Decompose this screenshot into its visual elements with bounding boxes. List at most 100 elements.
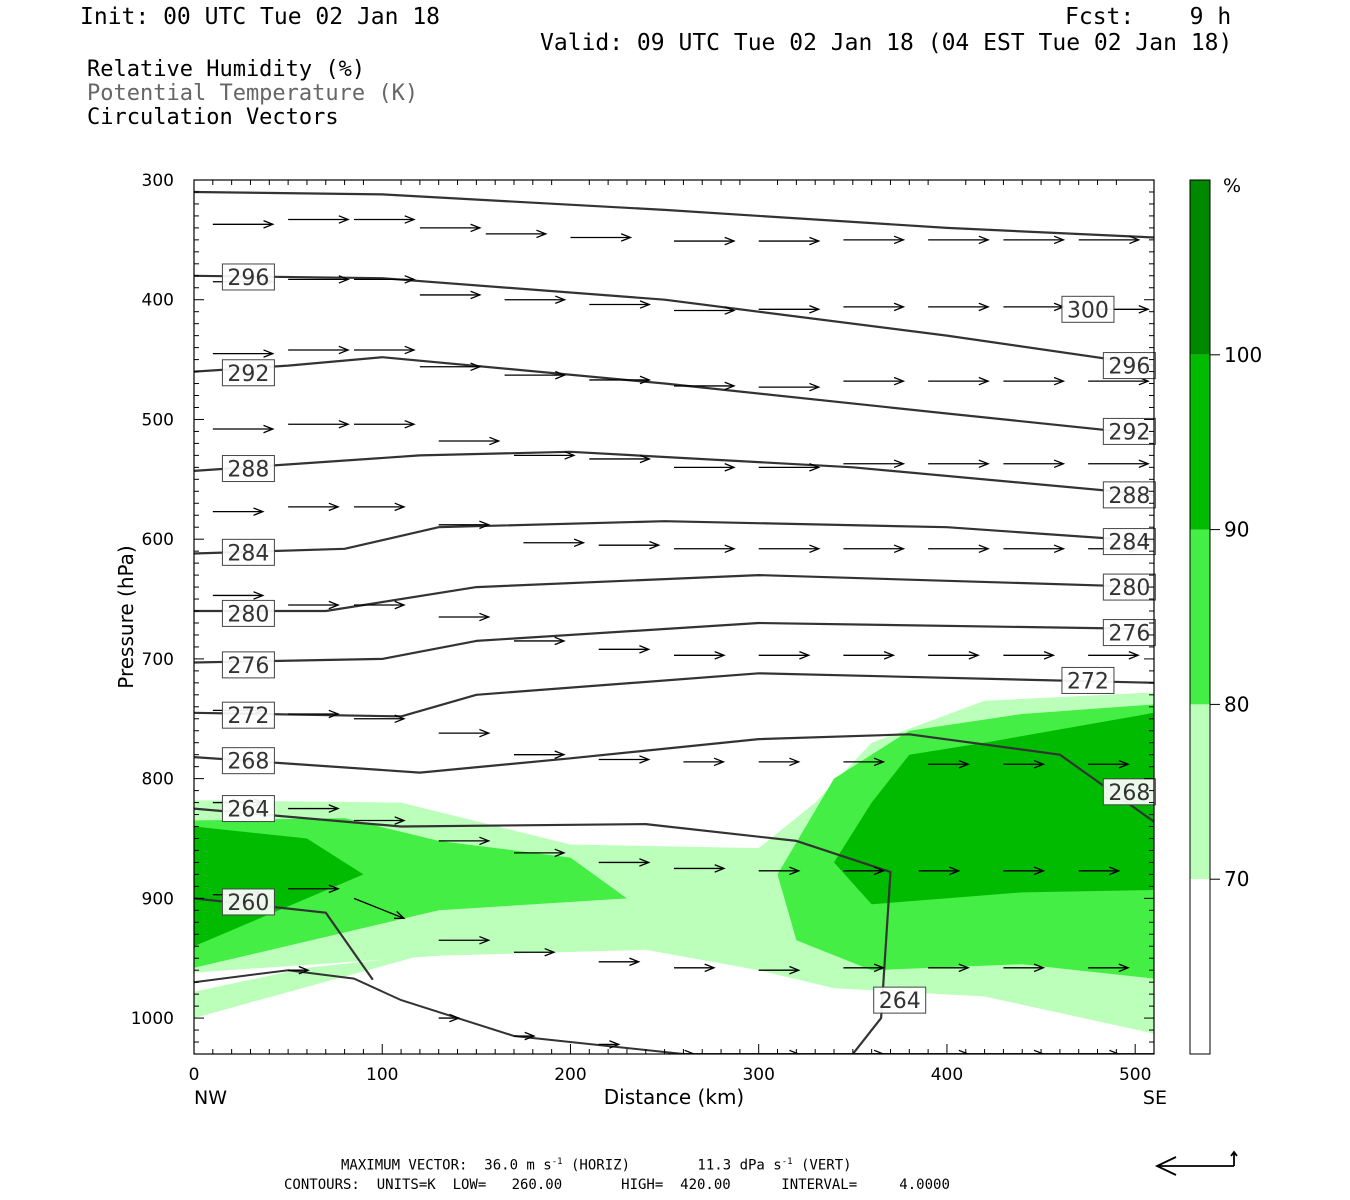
y-tick-label: 300 (142, 171, 174, 191)
svg-text:288: 288 (1108, 484, 1150, 509)
svg-text:264: 264 (227, 798, 269, 823)
x-tick-label: 400 (931, 1065, 963, 1085)
circulation-vector (288, 215, 350, 224)
circulation-vector (504, 370, 567, 380)
circulation-vector (589, 300, 652, 309)
circulation-vector (674, 1049, 696, 1054)
svg-text:280: 280 (227, 602, 269, 627)
svg-text:280: 280 (1108, 576, 1150, 601)
svg-text:268: 268 (227, 750, 269, 775)
circulation-vector (1078, 866, 1121, 876)
theta-contour-280 (194, 573, 1154, 613)
circulation-vector (843, 1049, 886, 1054)
contours-note: CONTOURS: UNITS=K LOW= 260.00 HIGH= 420.… (284, 1177, 950, 1193)
svg-text:284: 284 (227, 541, 269, 566)
circulation-vector (354, 816, 406, 825)
theta-label: 296 (221, 263, 275, 291)
svg-text:276: 276 (1108, 622, 1150, 647)
circulation-vector (1088, 459, 1150, 469)
theta-label: 272 (1061, 666, 1115, 694)
circulation-vector (353, 897, 406, 920)
circulation-vector (523, 538, 586, 548)
circulation-vector (1078, 1049, 1121, 1054)
colorbar-band (1190, 704, 1210, 880)
colorbar-band (1190, 879, 1210, 1054)
circulation-vector (514, 947, 556, 957)
theta-label: 288 (221, 455, 275, 483)
circulation-vector (419, 223, 482, 233)
circulation-vector (1088, 759, 1130, 769)
circulation-vector (438, 520, 491, 530)
circulation-vector (758, 965, 801, 975)
theta-contour-272 (194, 672, 1154, 718)
circulation-vector (288, 709, 340, 719)
circulation-vector (674, 306, 736, 315)
circulation-vector (928, 459, 990, 469)
circulation-vector (928, 376, 990, 386)
theta-contour-296 (194, 274, 1154, 367)
circulation-vector (438, 935, 491, 945)
theta-contour-264 (194, 807, 892, 1054)
circulation-vector (438, 836, 491, 846)
max-vector-note: MAXIMUM VECTOR: 36.0 m s-1 (HORIZ) 11.3 … (341, 1157, 852, 1174)
theta-label: 280 (221, 599, 275, 627)
theta-label: 300 (1061, 295, 1115, 323)
colorbar-unit: % (1223, 175, 1241, 197)
circulation-vector (354, 600, 406, 610)
circulation-vector (288, 345, 350, 355)
theta-label: 272 (221, 701, 275, 729)
circulation-vector (1003, 963, 1046, 973)
x-end-label-se: SE (1143, 1087, 1167, 1109)
circulation-vector (758, 1049, 801, 1054)
circulation-vector (288, 884, 340, 894)
circulation-vector (288, 419, 350, 429)
theta-label: 268 (1102, 778, 1156, 806)
circulation-vector (1003, 759, 1046, 769)
circulation-vector (843, 544, 906, 554)
x-tick-label: 0 (189, 1065, 200, 1085)
legend-rh: Relative Humidity (%) (87, 57, 366, 82)
circulation-vector (598, 957, 641, 967)
circulation-vector (674, 864, 726, 873)
circulation-vector (419, 362, 482, 372)
reference-vector-icon (1154, 1150, 1238, 1176)
circulation-vector (589, 454, 652, 464)
colorbar-band (1190, 354, 1210, 530)
circulation-vector (843, 376, 906, 386)
circulation-vector (674, 963, 716, 973)
svg-text:300: 300 (1067, 298, 1109, 323)
circulation-vector (843, 757, 886, 767)
circulation-vector (438, 1013, 461, 1023)
circulation-vector (1003, 235, 1066, 245)
circulation-vector (504, 295, 567, 305)
circulation-vector (354, 275, 416, 284)
theta-contour-300 (194, 190, 1154, 239)
x-axis-label: Distance (km) (604, 1085, 744, 1109)
svg-text:260: 260 (227, 891, 269, 916)
circulation-vector (570, 233, 633, 242)
svg-text:292: 292 (1108, 420, 1150, 445)
circulation-vector (1003, 866, 1046, 876)
circulation-vector (212, 349, 275, 358)
x-tick-label: 100 (366, 1065, 398, 1085)
circulation-vector (598, 645, 651, 654)
circulation-vector (843, 302, 906, 312)
circulation-vector (1003, 651, 1056, 660)
colorbar-label: 80 (1224, 692, 1249, 716)
circulation-vector (1088, 651, 1140, 660)
circulation-vector (514, 848, 566, 858)
svg-text:272: 272 (1067, 669, 1109, 694)
y-tick-label: 1000 (131, 1009, 174, 1029)
circulation-vector (598, 540, 661, 550)
x-tick-label: 200 (554, 1065, 586, 1085)
circulation-vector (843, 459, 906, 469)
circulation-vector (514, 750, 566, 759)
x-tick-label: 300 (742, 1065, 774, 1085)
circulation-vector (438, 612, 491, 622)
circulation-vector (758, 866, 801, 876)
circulation-vector (354, 502, 406, 512)
circulation-vector (212, 424, 275, 434)
circulation-vector (598, 755, 651, 764)
circulation-vector (758, 305, 821, 314)
svg-text:296: 296 (227, 266, 269, 291)
